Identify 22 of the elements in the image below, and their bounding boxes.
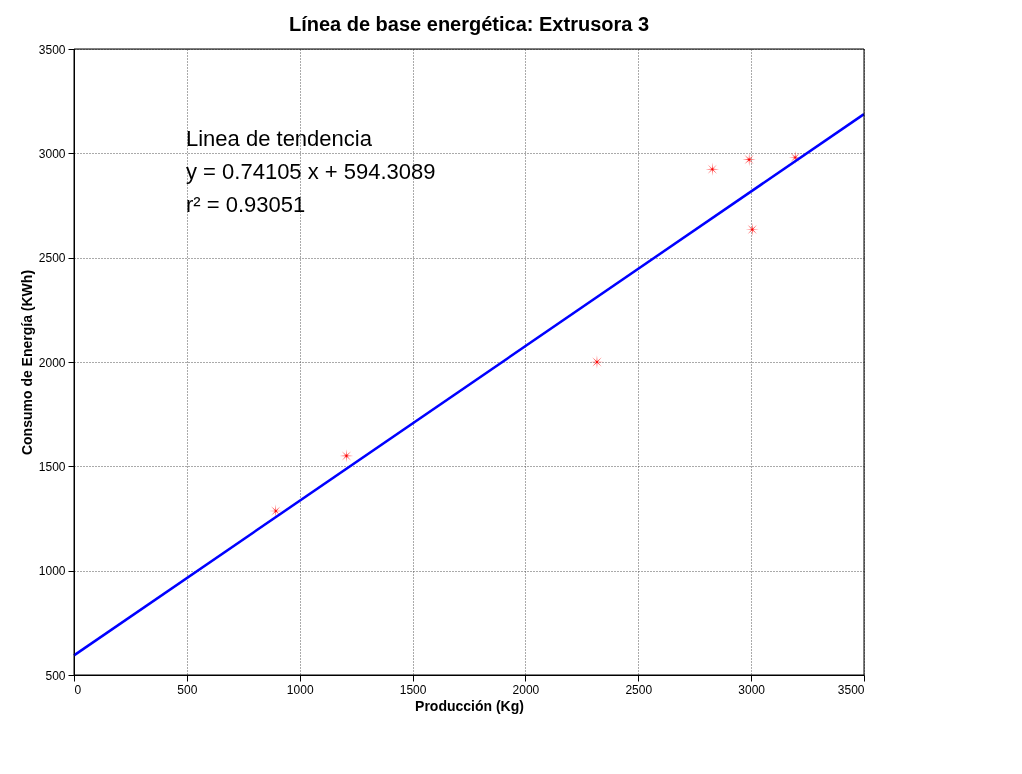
y-tick-label: 3500 (38, 42, 66, 57)
x-axis-title: Producción (Kg) (415, 697, 524, 714)
x-tick-label: 500 (177, 682, 198, 697)
x-tick-label: 3500 (837, 682, 865, 697)
y-tick-label: 2500 (38, 251, 66, 266)
x-tick-label: 2000 (512, 682, 540, 697)
annotation: r² = 0.93051 (186, 192, 306, 217)
y-tick-label: 500 (45, 668, 66, 683)
y-axis-title: Consumo de Energía (KWh) (18, 269, 35, 456)
y-tick-label: 3000 (38, 146, 66, 161)
y-tick-label: 1000 (38, 564, 66, 579)
point (590, 355, 604, 369)
y-tick-label: 2000 (38, 355, 66, 370)
annotation: Linea de tendencia (186, 126, 373, 151)
x-tick-label: 1500 (399, 682, 427, 697)
x-tick-label: 3000 (738, 682, 766, 697)
x-tick-label: 1000 (286, 682, 314, 697)
x-tick-label: 2500 (625, 682, 653, 697)
chart-title: Línea de base energética: Extrusora 3 (288, 13, 650, 35)
y-tick-label: 1500 (38, 459, 66, 474)
annotation: y = 0.74105 x + 594.3089 (186, 159, 436, 184)
x-tick-label: 0 (74, 682, 82, 697)
